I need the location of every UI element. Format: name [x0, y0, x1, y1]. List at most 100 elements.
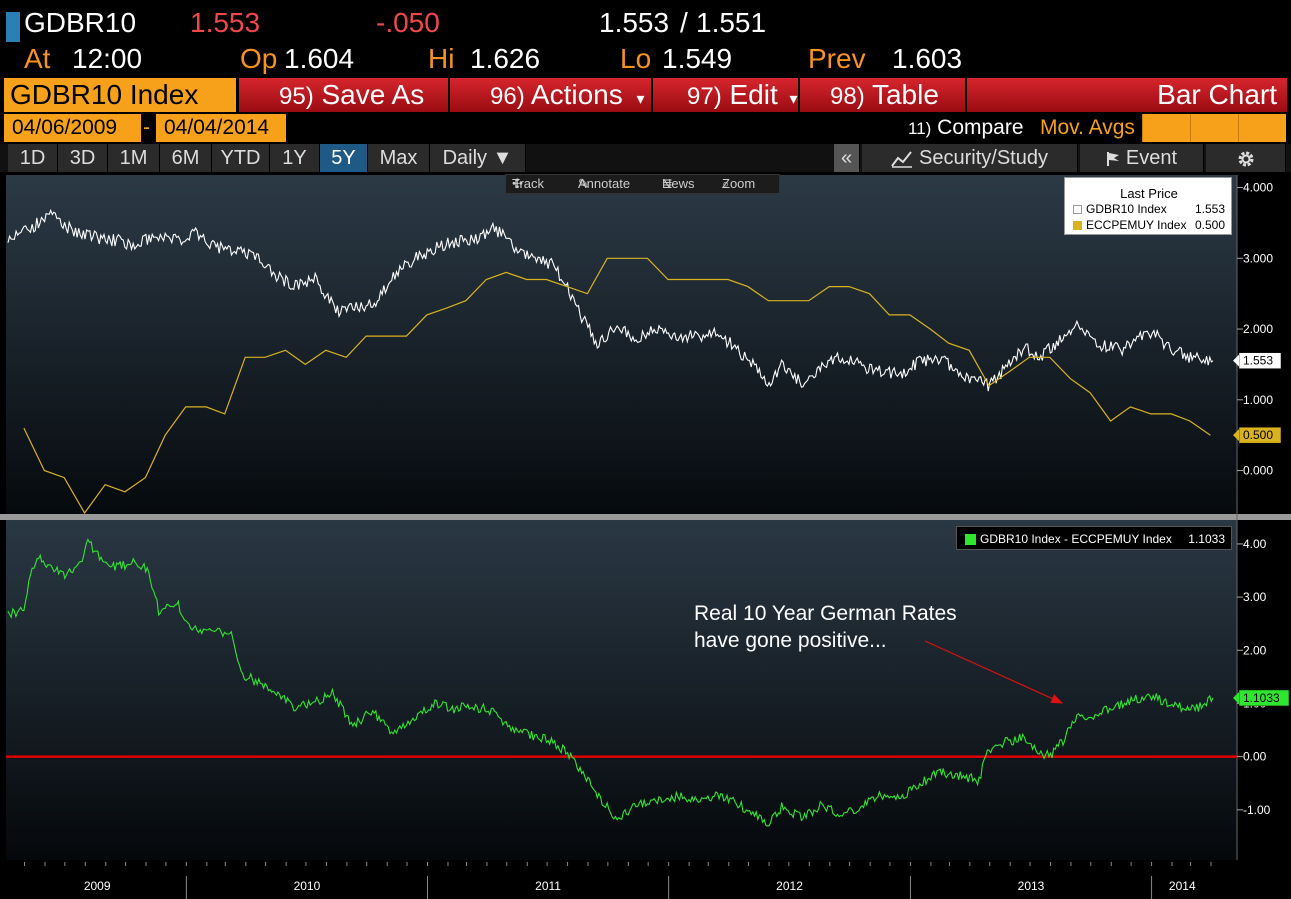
pencil-icon: ✎: [578, 176, 589, 191]
legend-name-eccpemuy: ECCPEMUY Index: [1086, 218, 1187, 232]
period-1d-button[interactable]: 1D: [8, 144, 58, 172]
actions-number: 96): [490, 83, 525, 110]
annotation-line-1: Real 10 Year German Rates: [694, 602, 957, 625]
period-max-button[interactable]: Max: [368, 144, 430, 172]
legend-value-eccpemuy: 0.500: [1194, 218, 1225, 232]
series-line-gdbr10-index[interactable]: [7, 208, 1214, 392]
study-slot-1[interactable]: [1142, 114, 1190, 142]
frequency-label: Daily ▼: [442, 147, 513, 169]
compare-number: 11): [908, 119, 932, 138]
security-name: GDBR10 Index: [10, 79, 199, 110]
chart-type-title: Bar Chart: [966, 78, 1287, 112]
bid-price: 1.553: [599, 7, 670, 38]
chart-study-icon: [891, 151, 913, 168]
legend-item-spread: GDBR10 Index - ECCPEMUY Index: [965, 532, 1172, 546]
period-1m-button[interactable]: 1M: [108, 144, 160, 172]
chart-canvas[interactable]: 4.000 3.000 2.000 1.000 0.000 1.553 0.500 4.00…: [0, 174, 1291, 899]
legend-name-spread: GDBR10 Index - ECCPEMUY Index: [980, 532, 1172, 546]
study-slot-3[interactable]: [1238, 114, 1286, 142]
quote-time: 12:00: [72, 43, 143, 74]
magnifier-icon: ⌕: [722, 176, 730, 191]
y-tick-label: 0.000: [1243, 464, 1273, 478]
event-button[interactable]: Event: [1080, 144, 1204, 172]
last-value-pointer: [1233, 691, 1239, 704]
legend-item-gdbr10: GDBR10 Index: [1073, 202, 1167, 216]
actions-dropdown-icon: ▾: [636, 91, 645, 108]
legend-value-spread: 1.1033: [1188, 532, 1225, 546]
compare-button[interactable]: 11) Compare: [908, 114, 1024, 142]
series-line-gdbr10-index-eccpemuy-index[interactable]: [7, 538, 1214, 827]
y-tick-label: 2.000: [1243, 322, 1273, 336]
annotate-label: Annotate: [578, 176, 631, 191]
bottom-legend: GDBR10 Index - ECCPEMUY Index 1.1033: [956, 526, 1232, 550]
table-number: 98): [830, 83, 865, 110]
y-tick-label: 4.000: [1243, 181, 1273, 195]
period-ytd-label: YTD: [220, 147, 261, 169]
period-1y-label: 1Y: [282, 147, 307, 169]
edit-dropdown-icon: ▾: [789, 91, 798, 108]
quote-row-2: At 12:00 Op 1.604 Hi 1.626 Lo 1.549 Prev…: [0, 40, 1291, 78]
frequency-dropdown[interactable]: Daily ▼: [430, 144, 526, 172]
ask-price: 1.551: [696, 7, 767, 38]
y-tick-label: 3.000: [1243, 251, 1273, 265]
period-max-label: Max: [379, 147, 418, 169]
security-study-label: Security/Study: [919, 147, 1048, 169]
last-value-label: 0.500: [1243, 428, 1273, 442]
table-button[interactable]: 98) Table: [799, 78, 965, 112]
news-icon: ≣: [662, 176, 673, 191]
legend-title: Last Price: [1120, 186, 1178, 201]
event-label: Event: [1125, 147, 1178, 169]
start-date-field[interactable]: 04/06/2009: [4, 114, 141, 142]
flag-icon: [1106, 151, 1119, 166]
open-label: Op: [240, 43, 278, 74]
low-price: 1.549: [662, 43, 733, 74]
period-5y-button[interactable]: 5Y: [320, 144, 368, 172]
legend-value-gdbr10: 1.553: [1194, 202, 1225, 216]
security-field[interactable]: GDBR10 Index: [4, 78, 236, 112]
save-as-button[interactable]: 95) Save As: [238, 78, 448, 112]
period-1m-label: 1M: [119, 147, 148, 169]
period-1d-label: 1D: [19, 147, 46, 169]
cursor-marker: [6, 12, 20, 42]
high-price: 1.626: [470, 43, 541, 74]
period-5y-label: 5Y: [331, 147, 356, 169]
at-label: At: [24, 43, 51, 74]
prev-price: 1.603: [892, 43, 963, 74]
table-label: Table: [871, 79, 939, 110]
save-as-number: 95): [279, 83, 314, 110]
save-as-label: Save As: [321, 79, 425, 110]
period-1y-button[interactable]: 1Y: [270, 144, 320, 172]
mov-avgs-button[interactable]: Mov. Avgs: [1040, 114, 1135, 142]
security-study-button[interactable]: Security/Study: [862, 144, 1078, 172]
actions-label: Actions: [530, 79, 623, 110]
legend-swatch-eccpemuy: [1073, 221, 1082, 231]
x-tick-label: 2013: [1018, 879, 1045, 893]
start-date: 04/06/2009: [12, 116, 118, 139]
end-date-field[interactable]: 04/04/2014: [156, 114, 286, 142]
edit-button[interactable]: 97) Edit ▾: [652, 78, 798, 112]
x-tick-label: 2009: [84, 879, 111, 893]
x-tick-label: 2011: [535, 879, 561, 893]
panel-divider[interactable]: [0, 514, 1291, 520]
actions-button[interactable]: 96) Actions ▾: [449, 78, 651, 112]
last-price: 1.553: [190, 7, 261, 38]
settings-button[interactable]: [1206, 144, 1286, 172]
gear-icon: [1238, 151, 1253, 167]
y-tick-label: 1.000: [1243, 393, 1273, 407]
period-6m-button[interactable]: 6M: [160, 144, 212, 172]
period-3d-button[interactable]: 3D: [58, 144, 108, 172]
study-slot-2[interactable]: [1190, 114, 1238, 142]
zoom-label: Zoom: [722, 176, 756, 191]
open-price: 1.604: [284, 43, 355, 74]
y-tick-label: 2.00: [1243, 643, 1267, 657]
y-tick-label: 3.00: [1243, 590, 1267, 604]
chart-annotation[interactable]: Real 10 Year German Rates have gone posi…: [694, 600, 957, 654]
high-label: Hi: [428, 43, 455, 74]
period-ytd-button[interactable]: YTD: [212, 144, 270, 172]
collapse-button[interactable]: «: [834, 144, 860, 172]
edit-number: 97): [687, 83, 722, 110]
compare-label: Compare: [937, 116, 1024, 139]
series-line-eccpemuy-index[interactable]: [23, 257, 1211, 515]
period-3d-label: 3D: [69, 147, 96, 169]
quote-row-1: GDBR10 1.553 -.050 1.553 / 1.551: [0, 4, 1291, 42]
